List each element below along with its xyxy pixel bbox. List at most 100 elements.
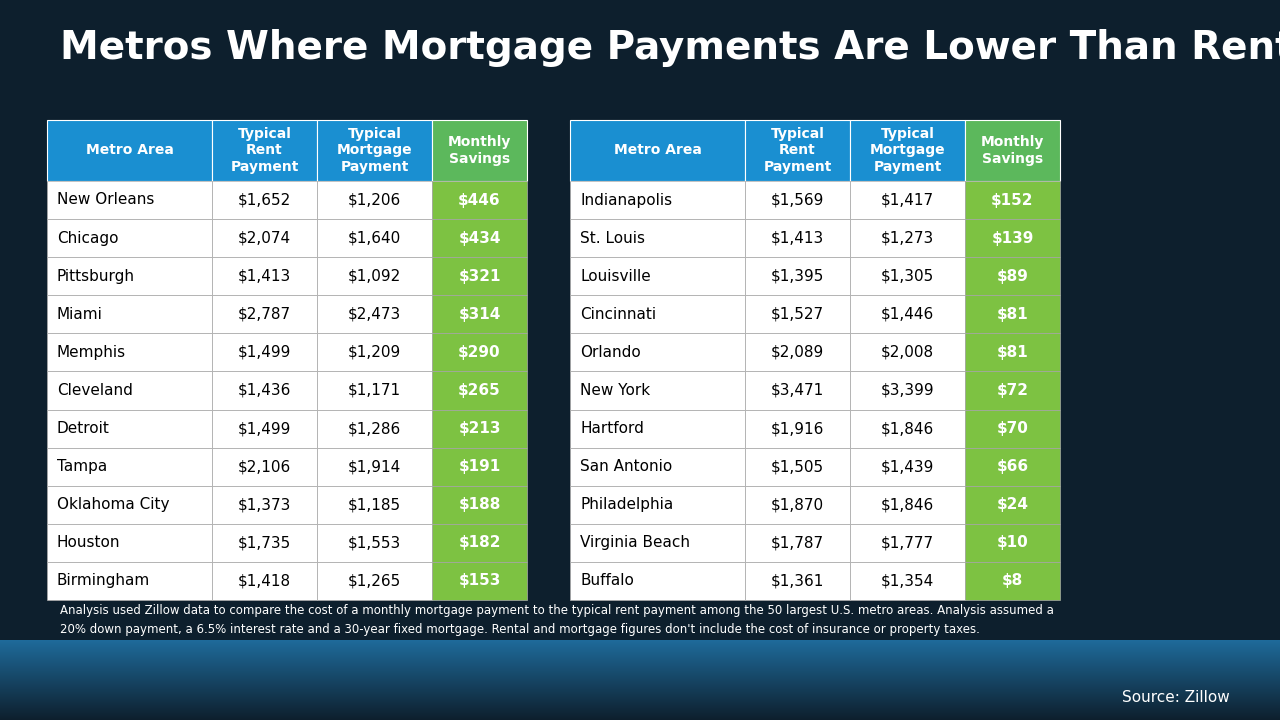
Text: Pittsburgh: Pittsburgh: [58, 269, 134, 284]
Bar: [0, 644, 1280, 645]
Text: $2,074: $2,074: [238, 230, 291, 246]
Text: $446: $446: [458, 192, 500, 207]
Text: $1,439: $1,439: [881, 459, 934, 474]
Text: $2,008: $2,008: [881, 345, 934, 360]
Bar: [433, 486, 527, 524]
Bar: [0, 684, 1280, 685]
Text: $3,399: $3,399: [881, 383, 934, 398]
Text: $1,092: $1,092: [348, 269, 401, 284]
Bar: [0, 648, 1280, 649]
Bar: [0, 719, 1280, 720]
Text: $89: $89: [997, 269, 1028, 284]
Bar: [570, 486, 745, 524]
Bar: [850, 181, 965, 219]
Bar: [317, 219, 433, 257]
Text: $1,286: $1,286: [348, 421, 401, 436]
Bar: [745, 372, 850, 410]
Bar: [47, 410, 212, 448]
Bar: [570, 181, 745, 219]
Bar: [0, 659, 1280, 660]
Bar: [570, 333, 745, 372]
Text: $1,361: $1,361: [771, 573, 824, 588]
Bar: [433, 333, 527, 372]
Bar: [433, 257, 527, 295]
Bar: [47, 448, 212, 486]
Bar: [745, 562, 850, 600]
Text: $1,185: $1,185: [348, 498, 401, 512]
Bar: [850, 410, 965, 448]
Text: $153: $153: [458, 573, 500, 588]
Bar: [965, 295, 1060, 333]
Text: $1,787: $1,787: [771, 536, 824, 550]
Text: $2,106: $2,106: [238, 459, 291, 474]
Bar: [570, 448, 745, 486]
Bar: [570, 410, 745, 448]
Bar: [0, 686, 1280, 687]
Bar: [0, 649, 1280, 650]
Bar: [0, 704, 1280, 705]
Bar: [212, 524, 317, 562]
Bar: [0, 695, 1280, 696]
Text: Source: Zillow: Source: Zillow: [1123, 690, 1230, 706]
Bar: [0, 688, 1280, 689]
Bar: [0, 694, 1280, 695]
Bar: [317, 562, 433, 600]
Text: $1,305: $1,305: [881, 269, 934, 284]
Text: Indianapolis: Indianapolis: [580, 192, 672, 207]
Bar: [0, 700, 1280, 701]
Bar: [0, 669, 1280, 670]
Bar: [745, 257, 850, 295]
Bar: [0, 641, 1280, 642]
Text: $1,436: $1,436: [238, 383, 291, 398]
Text: Chicago: Chicago: [58, 230, 119, 246]
Bar: [0, 658, 1280, 659]
Text: $1,916: $1,916: [771, 421, 824, 436]
Bar: [0, 677, 1280, 678]
Bar: [0, 705, 1280, 706]
Bar: [0, 653, 1280, 654]
Bar: [0, 656, 1280, 657]
Bar: [965, 181, 1060, 219]
Bar: [850, 486, 965, 524]
Bar: [0, 655, 1280, 656]
Text: $1,505: $1,505: [771, 459, 824, 474]
Bar: [0, 703, 1280, 704]
Text: $1,914: $1,914: [348, 459, 401, 474]
Bar: [0, 679, 1280, 680]
Text: $1,652: $1,652: [238, 192, 291, 207]
Text: $66: $66: [996, 459, 1029, 474]
Bar: [850, 295, 965, 333]
Bar: [0, 682, 1280, 683]
Bar: [212, 410, 317, 448]
Text: $24: $24: [997, 498, 1029, 512]
Bar: [0, 681, 1280, 682]
Text: Metro Area: Metro Area: [613, 143, 701, 158]
Bar: [0, 692, 1280, 693]
Text: Oklahoma City: Oklahoma City: [58, 498, 169, 512]
Bar: [0, 646, 1280, 647]
Bar: [0, 698, 1280, 699]
Bar: [317, 295, 433, 333]
Bar: [317, 257, 433, 295]
Bar: [965, 448, 1060, 486]
Text: Analysis used Zillow data to compare the cost of a monthly mortgage payment to t: Analysis used Zillow data to compare the…: [60, 604, 1053, 636]
Bar: [965, 333, 1060, 372]
Bar: [433, 181, 527, 219]
Text: $1,413: $1,413: [771, 230, 824, 246]
Text: Monthly
Savings: Monthly Savings: [980, 135, 1044, 166]
Text: $3,471: $3,471: [771, 383, 824, 398]
Bar: [317, 486, 433, 524]
Text: Miami: Miami: [58, 307, 102, 322]
Text: Typical
Mortgage
Payment: Typical Mortgage Payment: [869, 127, 946, 174]
Text: $314: $314: [458, 307, 500, 322]
Bar: [0, 675, 1280, 676]
Bar: [0, 671, 1280, 672]
Bar: [0, 714, 1280, 715]
Bar: [965, 257, 1060, 295]
Text: $1,395: $1,395: [771, 269, 824, 284]
Text: Cincinnati: Cincinnati: [580, 307, 657, 322]
Bar: [0, 687, 1280, 688]
Bar: [0, 660, 1280, 661]
Bar: [0, 680, 1280, 681]
Bar: [212, 219, 317, 257]
